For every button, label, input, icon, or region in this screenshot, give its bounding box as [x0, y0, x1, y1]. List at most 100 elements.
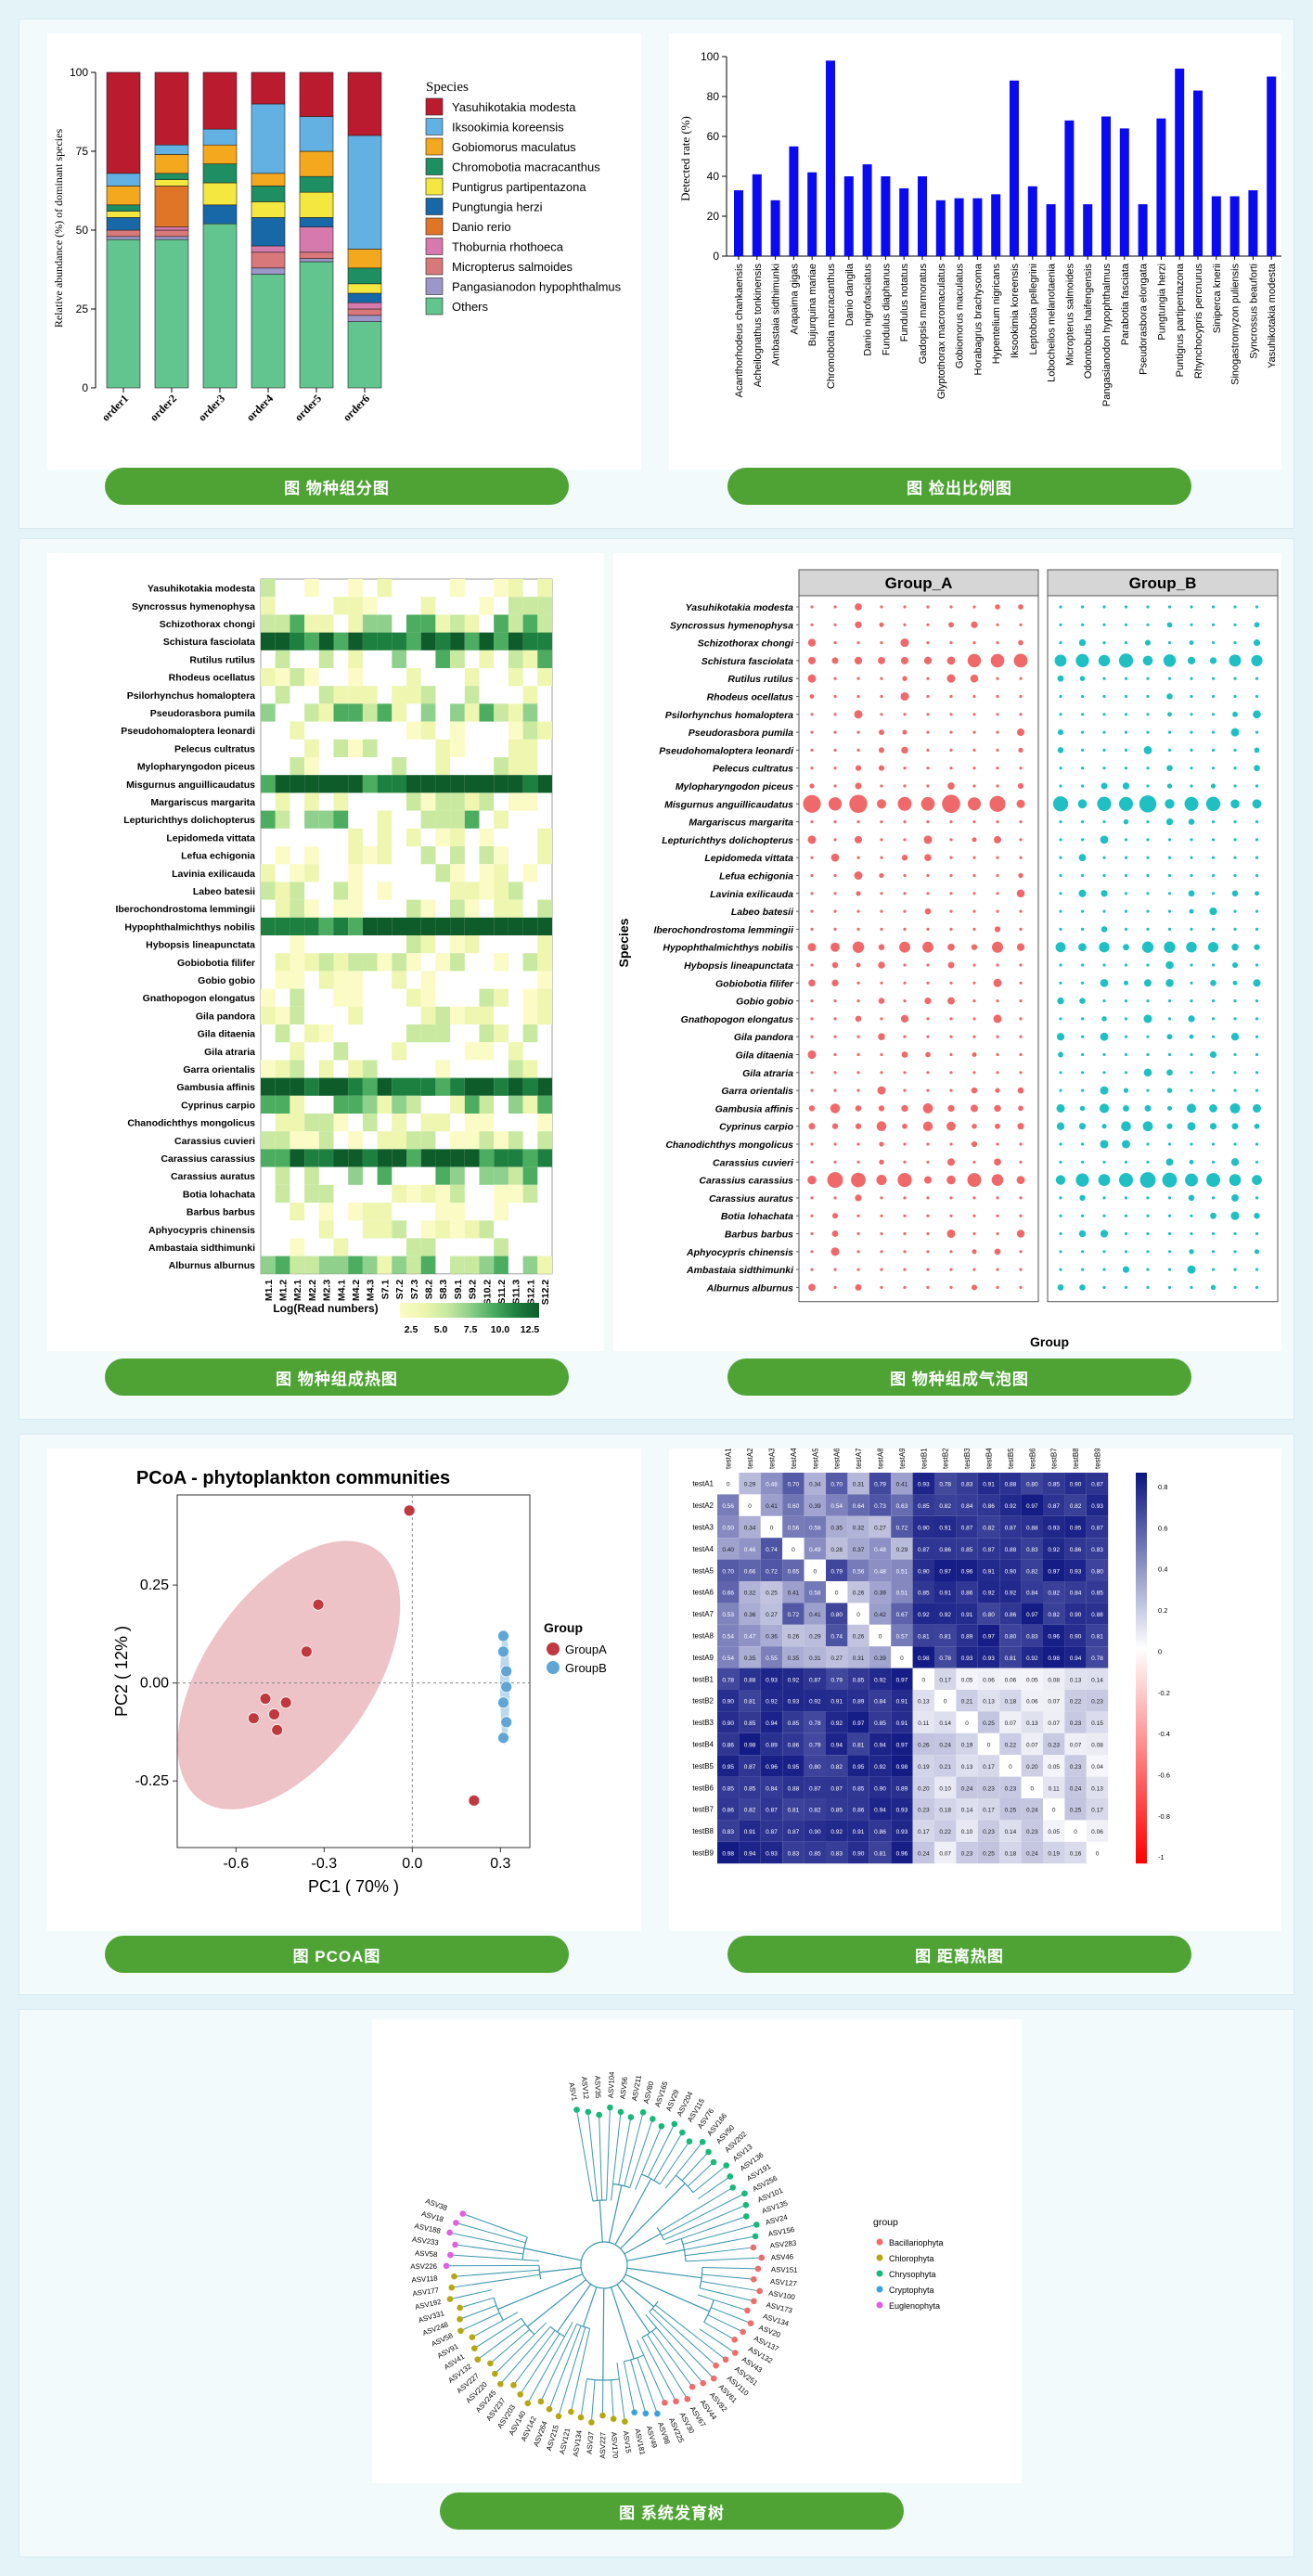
distance-cell — [804, 1494, 826, 1516]
bubble-point — [991, 1174, 1004, 1186]
tree-tip-point — [517, 2390, 523, 2398]
distance-value: 0.24 — [1026, 1808, 1038, 1814]
caption-stacked-bar[interactable]: 图 物种组分图 — [105, 468, 569, 505]
stacked-bar-segment — [251, 217, 286, 247]
distance-value: 0.19 — [918, 1764, 930, 1771]
distance-value: 0.87 — [830, 1785, 843, 1792]
tree-tip-point — [754, 2265, 762, 2273]
x-tick-label: Lobocheilos melanotaenia — [1047, 263, 1058, 382]
distance-value: 0.22 — [939, 1829, 951, 1835]
distance-cell — [912, 1668, 934, 1690]
distance-cell — [739, 1646, 761, 1668]
heatmap-cell — [522, 864, 538, 882]
heatmap-cell — [377, 846, 393, 865]
heatmap-cell — [522, 1166, 538, 1185]
bubble-point — [972, 927, 976, 931]
heatmap-cell — [261, 775, 276, 793]
distance-value: 0.79 — [809, 1743, 821, 1749]
stacked-bar-segment — [106, 211, 141, 218]
bubble-point — [1167, 748, 1172, 752]
distance-value: 0.34 — [744, 1526, 756, 1532]
bubble-point — [903, 927, 907, 931]
bubble-point — [1080, 927, 1085, 931]
distance-value: 0.90 — [1070, 1482, 1082, 1488]
bubble-point — [996, 1231, 999, 1236]
distance-value: 0.24 — [961, 1785, 973, 1792]
legend-label: Cryptophyta — [889, 2286, 934, 2295]
distance-value: 0.36 — [744, 1612, 756, 1618]
bubble-point — [854, 656, 863, 665]
tree-tip-point — [492, 2370, 498, 2377]
distance-row-label: testB5 — [692, 1762, 714, 1771]
distance-value: 0.25 — [983, 1851, 995, 1858]
bubble-point — [828, 797, 843, 811]
distance-value: 0.26 — [918, 1743, 930, 1749]
heatmap-cell — [522, 1149, 538, 1167]
tree-tip-branch — [681, 2151, 709, 2182]
heatmap-cell — [537, 650, 552, 668]
bubble-row-label: Lepidomeda vittata — [704, 853, 793, 864]
stacked-bar-segment — [154, 154, 189, 174]
tree-branch — [497, 2273, 584, 2311]
heatmap-cell — [450, 1149, 465, 1167]
bubble-point — [831, 657, 839, 664]
heatmap-cell — [304, 1184, 319, 1203]
distance-value: 0.22 — [1070, 1699, 1082, 1706]
bubble-point — [876, 1175, 887, 1186]
tree-tip-branch — [637, 2357, 658, 2415]
caption-tree[interactable]: 图 系统发育树 — [440, 2492, 904, 2530]
distance-cell — [869, 1776, 892, 1798]
distance-cell — [739, 1732, 761, 1756]
heatmap-cell — [537, 579, 552, 598]
bubble-point — [1211, 713, 1216, 716]
distance-cell — [847, 1798, 869, 1821]
heatmap-cell — [494, 846, 508, 865]
caption-bubble[interactable]: 图 物种组成气泡图 — [727, 1359, 1191, 1396]
heatmap-cell — [450, 614, 465, 633]
caption-distance[interactable]: 图 距离热图 — [727, 1936, 1191, 1973]
caption-detection-rate[interactable]: 图 检出比例图 — [727, 468, 1191, 505]
distance-cell — [826, 1473, 848, 1495]
bubble-row-label: Schizothorax chongi — [698, 638, 794, 650]
bubble-point — [1124, 1052, 1128, 1057]
bubble-point — [1118, 796, 1134, 811]
bubble-point — [1080, 694, 1085, 699]
tree-tip-branch — [599, 2115, 603, 2201]
bubble-point — [1166, 622, 1173, 628]
tree-tip-point — [487, 2360, 494, 2367]
distance-value: 0.98 — [896, 1764, 908, 1771]
tree-tip-label: ASV58 — [415, 2249, 438, 2260]
distance-cell — [717, 1515, 740, 1539]
distance-cell — [717, 1581, 740, 1604]
heatmap-row-label: Hybopsis lineapunctata — [146, 940, 255, 951]
bubble-point — [1102, 1268, 1106, 1271]
heatmap-cell — [420, 686, 436, 704]
heatmap-cell — [494, 810, 508, 829]
distance-cell — [760, 1646, 783, 1668]
bubble-point — [1100, 978, 1109, 987]
heatmap-cell — [362, 686, 378, 704]
distance-value: 0.50 — [722, 1526, 734, 1532]
caption-heatmap[interactable]: 图 物种组成热图 — [105, 1359, 569, 1396]
heatmap-cell — [522, 739, 538, 757]
bubble-point — [1059, 694, 1062, 699]
distance-cell — [1086, 1841, 1109, 1864]
bubble-point — [996, 1285, 999, 1289]
tree-tip-point — [673, 2398, 679, 2405]
bubble-point — [807, 1175, 817, 1185]
bubble-point — [1123, 1088, 1129, 1093]
distance-value: 0.79 — [830, 1568, 843, 1575]
bubble-point — [1209, 1050, 1217, 1059]
bubble-point — [1123, 1104, 1129, 1112]
distance-value: 0.81 — [1091, 1634, 1103, 1641]
caption-pcoa[interactable]: 图 PCOA图 — [105, 1936, 569, 1973]
distance-col-label: testA6 — [833, 1449, 842, 1469]
bubble-point — [992, 941, 1003, 953]
bubble-point — [1016, 943, 1025, 951]
distance-cell — [977, 1603, 1000, 1625]
x-tick-label: Odontobutis haifengensis — [1083, 264, 1094, 380]
distance-value: 0 — [792, 1547, 795, 1553]
bubble-point — [1124, 1285, 1128, 1289]
bubble-point — [1254, 747, 1260, 753]
bubble-point — [996, 820, 999, 824]
